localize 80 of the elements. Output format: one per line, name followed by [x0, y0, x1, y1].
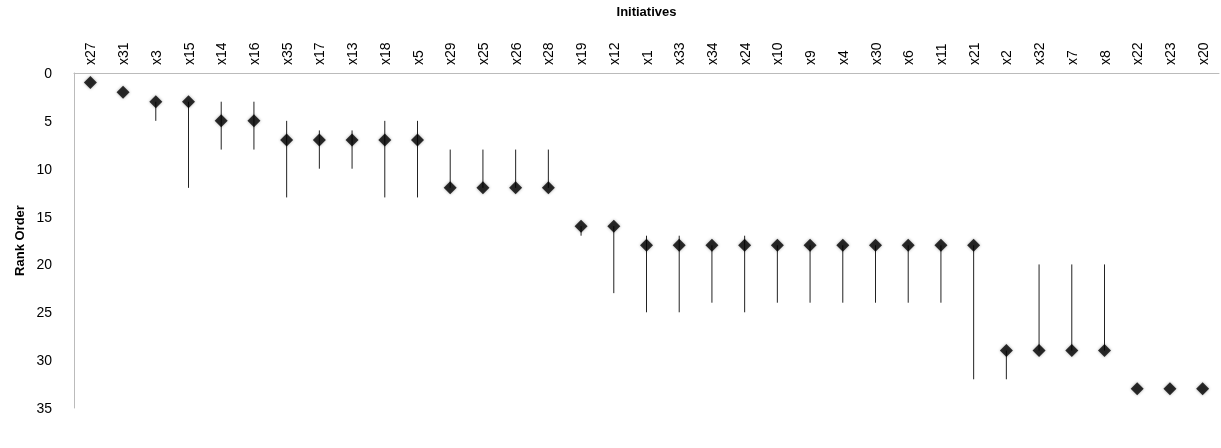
- point: [1098, 344, 1111, 358]
- point: [738, 238, 752, 252]
- point: [999, 344, 1013, 358]
- x-tick-label: x21: [965, 42, 982, 65]
- y-tick-label: 25: [36, 304, 53, 321]
- point: [116, 85, 130, 99]
- x-axis-title: Initiatives: [616, 4, 677, 19]
- point: [280, 133, 294, 147]
- point: [705, 238, 719, 252]
- point: [836, 238, 850, 252]
- x-tick-label: x25: [474, 42, 491, 65]
- y-tick-label: 15: [36, 208, 53, 225]
- x-tick-label: x34: [703, 42, 720, 65]
- x-tick-label: x10: [769, 42, 786, 65]
- point: [770, 238, 784, 252]
- point: [541, 181, 555, 195]
- x-tick-label: x4: [834, 50, 851, 65]
- x-tick-label: x1: [638, 50, 655, 65]
- x-tick-label: x12: [605, 42, 622, 65]
- x-tick-label: x7: [1063, 50, 1080, 65]
- point: [1065, 344, 1079, 358]
- x-tick-label: x28: [540, 42, 557, 65]
- point: [803, 238, 817, 252]
- point: [411, 133, 424, 147]
- point: [509, 181, 523, 195]
- y-tick-label: 0: [44, 65, 53, 81]
- point: [476, 181, 490, 195]
- x-tick-label: x24: [736, 42, 753, 65]
- x-tick-label: x17: [311, 42, 328, 65]
- point: [934, 238, 948, 252]
- y-tick-label: 10: [36, 160, 53, 177]
- x-tick-label: x20: [1194, 42, 1211, 65]
- point: [869, 238, 882, 252]
- point: [378, 133, 392, 147]
- x-tick-label: x15: [180, 42, 197, 65]
- point: [574, 219, 588, 233]
- point: [1163, 382, 1177, 396]
- x-tick-label: x11: [932, 43, 949, 65]
- x-tick-label: x26: [507, 42, 524, 65]
- y-tick-label: 5: [44, 112, 53, 129]
- x-tick-label: x30: [867, 42, 884, 65]
- x-tick-label: x3: [147, 50, 164, 65]
- y-tick-label: 30: [36, 352, 53, 369]
- x-tick-label: x2: [998, 50, 1015, 65]
- point: [149, 95, 163, 109]
- x-tick-label: x18: [376, 42, 393, 65]
- point: [247, 114, 261, 128]
- point: [182, 95, 195, 109]
- x-tick-label: x22: [1129, 42, 1146, 65]
- x-tick-label: x16: [245, 42, 262, 65]
- x-tick-label: x23: [1161, 42, 1178, 65]
- point: [312, 133, 326, 147]
- point: [901, 238, 915, 252]
- x-tick-label: x14: [213, 42, 230, 65]
- x-tick-label: x33: [671, 42, 688, 65]
- point: [83, 76, 97, 90]
- point: [443, 181, 457, 195]
- point: [1032, 344, 1046, 358]
- point: [967, 238, 981, 252]
- x-tick-label: x32: [1031, 42, 1048, 65]
- y-tick-label: 35: [36, 400, 53, 416]
- x-tick-label: x29: [442, 42, 459, 65]
- x-tick-label: x9: [802, 50, 819, 65]
- point: [345, 133, 359, 147]
- point: [1130, 382, 1144, 396]
- point: [672, 238, 686, 252]
- y-tick-label: 20: [36, 256, 53, 273]
- x-tick-label: x19: [573, 42, 590, 65]
- point: [607, 219, 621, 233]
- y-axis-title: Rank Order: [11, 205, 27, 276]
- x-tick-label: x31: [115, 42, 132, 65]
- x-tick-label: x6: [900, 50, 917, 65]
- x-tick-label: x13: [344, 42, 361, 65]
- point: [1196, 382, 1210, 396]
- point: [214, 114, 228, 128]
- x-tick-label: x27: [82, 42, 99, 65]
- x-tick-label: x5: [409, 50, 426, 65]
- point: [640, 238, 653, 252]
- x-tick-label: x8: [1096, 50, 1113, 65]
- x-tick-label: x35: [278, 42, 295, 65]
